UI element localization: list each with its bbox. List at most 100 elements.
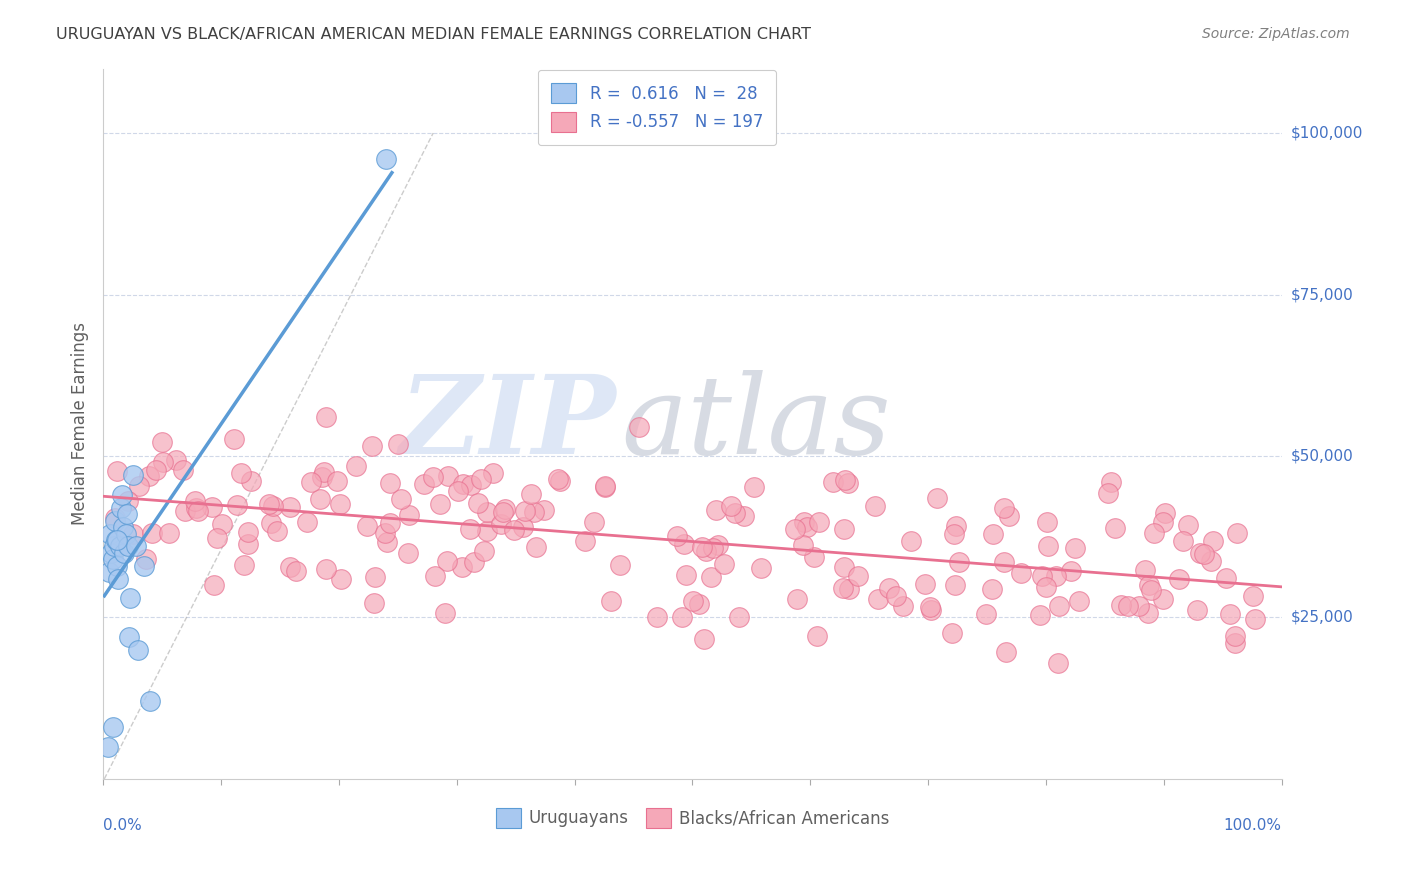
Point: [1171, 533, 1194, 548]
Point: [1010, 566, 1032, 580]
Point: [157, 526, 180, 541]
Point: [783, 522, 806, 536]
Point: [792, 538, 814, 552]
Point: [994, 645, 1017, 659]
Point: [1046, 656, 1069, 670]
Point: [993, 555, 1015, 569]
Point: [1139, 582, 1161, 597]
Point: [595, 480, 617, 494]
Point: [451, 559, 474, 574]
Point: [593, 479, 616, 493]
Point: [1036, 515, 1059, 529]
Point: [278, 560, 301, 574]
Point: [1153, 506, 1175, 520]
Point: [1168, 572, 1191, 586]
Point: [834, 560, 856, 574]
Point: [436, 554, 458, 568]
Point: [925, 491, 948, 506]
Point: [808, 515, 831, 529]
Point: [846, 569, 869, 583]
Point: [1223, 629, 1246, 643]
Point: [884, 589, 907, 603]
Point: [713, 558, 735, 572]
Point: [325, 475, 347, 489]
Point: [515, 504, 537, 518]
Point: [1097, 486, 1119, 500]
Point: [361, 439, 384, 453]
Point: [1199, 554, 1222, 568]
Point: [262, 499, 284, 513]
Point: [1135, 563, 1157, 577]
Point: [671, 610, 693, 624]
Point: [675, 568, 697, 582]
Point: [512, 520, 534, 534]
Point: [695, 544, 717, 558]
Point: [105, 533, 128, 547]
Point: [378, 516, 401, 531]
Point: [627, 420, 650, 434]
Text: 100.0%: 100.0%: [1223, 818, 1282, 833]
Point: [467, 496, 489, 510]
Point: [117, 540, 139, 554]
Point: [315, 409, 337, 424]
Point: [105, 464, 128, 478]
Point: [1104, 521, 1126, 535]
Point: [1243, 612, 1265, 626]
Point: [900, 533, 922, 548]
Text: URUGUAYAN VS BLACK/AFRICAN AMERICAN MEDIAN FEMALE EARNINGS CORRELATION CHART: URUGUAYAN VS BLACK/AFRICAN AMERICAN MEDI…: [56, 27, 811, 42]
Point: [707, 538, 730, 552]
Point: [981, 526, 1004, 541]
Point: [945, 578, 967, 592]
Point: [312, 465, 335, 479]
Point: [363, 596, 385, 610]
Point: [97, 739, 120, 754]
Point: [482, 467, 505, 481]
Point: [609, 558, 631, 572]
Point: [1152, 591, 1174, 606]
Point: [1188, 546, 1211, 560]
Point: [98, 566, 121, 580]
Point: [114, 526, 136, 541]
Point: [229, 466, 252, 480]
Point: [127, 642, 149, 657]
Point: [437, 469, 460, 483]
Point: [387, 436, 409, 450]
Point: [224, 432, 246, 446]
Point: [948, 555, 970, 569]
Point: [1036, 539, 1059, 553]
Point: [375, 152, 398, 166]
Point: [108, 540, 131, 554]
Point: [1136, 607, 1159, 621]
Point: [458, 522, 481, 536]
Point: [918, 600, 941, 615]
Point: [1226, 525, 1249, 540]
Point: [104, 510, 127, 524]
Point: [141, 526, 163, 541]
Point: [451, 477, 474, 491]
Point: [475, 505, 498, 519]
Point: [295, 515, 318, 529]
Point: [238, 524, 260, 539]
Point: [533, 502, 555, 516]
Point: [1128, 599, 1150, 613]
Point: [413, 476, 436, 491]
Point: [1185, 603, 1208, 617]
Point: [232, 558, 254, 573]
Point: [266, 524, 288, 538]
Point: [112, 546, 135, 560]
Point: [690, 540, 713, 554]
Point: [329, 497, 352, 511]
Point: [520, 487, 543, 501]
Point: [1060, 564, 1083, 578]
Point: [475, 524, 498, 538]
Point: [152, 455, 174, 469]
Point: [120, 591, 142, 606]
Point: [398, 508, 420, 522]
Point: [115, 507, 138, 521]
Point: [682, 594, 704, 608]
Point: [311, 470, 333, 484]
Point: [187, 504, 209, 518]
Point: [868, 592, 890, 607]
Point: [101, 552, 124, 566]
Point: [257, 497, 280, 511]
